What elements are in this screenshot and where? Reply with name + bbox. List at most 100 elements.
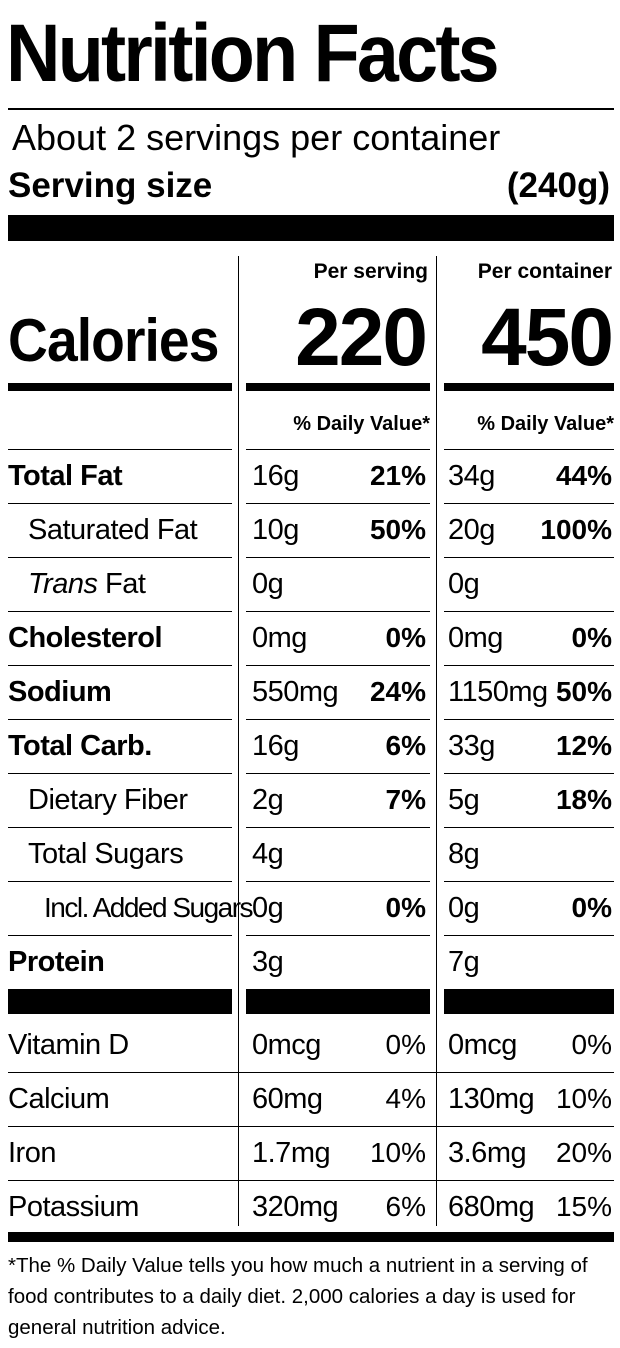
serving-amount: 0g bbox=[252, 568, 284, 600]
calories-label: Calories bbox=[8, 307, 219, 374]
container-daily-value: 100% bbox=[540, 514, 612, 545]
serving-amount: 550mg bbox=[252, 676, 339, 708]
calories-per-serving: 220 bbox=[295, 292, 428, 383]
nutrient-row-5-rule-label bbox=[8, 773, 232, 774]
container-amount: 7g bbox=[448, 946, 480, 978]
vitamin-label: Potassium bbox=[8, 1191, 139, 1223]
vitamin-label: Calcium bbox=[8, 1083, 110, 1115]
serving-daily-value: 7% bbox=[385, 784, 426, 815]
container-daily-value: 20% bbox=[555, 1137, 612, 1168]
vitamin-label: Iron bbox=[8, 1137, 56, 1169]
nutrient-label-rest: Fat bbox=[97, 568, 146, 600]
nutrient-row-3-rule-serving bbox=[246, 665, 430, 666]
nutrient-header-rule-serving bbox=[246, 449, 430, 450]
serving-amount: 16g bbox=[252, 730, 299, 762]
nutrient-row-7-rule-label bbox=[8, 881, 232, 882]
serving-daily-value: 0% bbox=[385, 622, 426, 653]
calories-bar-label bbox=[8, 383, 232, 391]
container-amount: 34g bbox=[448, 460, 495, 492]
serving-amount: 3g bbox=[252, 946, 284, 978]
serving-amount: 1.7mg bbox=[252, 1137, 331, 1169]
serving-daily-value: 0% bbox=[385, 892, 426, 923]
thick-bar-vitamins-serving bbox=[246, 989, 430, 1014]
nutrient-row-0-rule-serving bbox=[246, 503, 430, 504]
container-amount: 5g bbox=[448, 784, 480, 816]
nutrient-label: Trans Fat bbox=[28, 567, 146, 601]
serving-amount: 16g bbox=[252, 460, 299, 492]
container-amount: 0mcg bbox=[448, 1029, 517, 1061]
daily-value-footnote: *The % Daily Value tells you how much a … bbox=[8, 1254, 588, 1339]
serving-amount: 10g bbox=[252, 514, 299, 546]
nutrient-label: Total Fat bbox=[8, 460, 123, 492]
nutrient-label: Saturated Fat bbox=[28, 514, 198, 546]
serving-amount: 0mcg bbox=[252, 1029, 321, 1061]
container-daily-value: 12% bbox=[555, 730, 612, 761]
nutrient-row-1-rule-container bbox=[444, 557, 614, 558]
nutrient-row-5-rule-serving bbox=[246, 773, 430, 774]
container-daily-value: 10% bbox=[555, 1083, 612, 1114]
nutrient-row-1-rule-serving bbox=[246, 557, 430, 558]
nutrient-row-4-rule-container bbox=[444, 719, 614, 720]
serving-amount: 0mg bbox=[252, 622, 307, 654]
nutrient-label: Total Carb. bbox=[8, 730, 152, 762]
calories-bar-container bbox=[444, 383, 614, 391]
serving-size-label: Serving size bbox=[8, 166, 213, 205]
serving-size-value: (240g) bbox=[506, 166, 610, 205]
serving-daily-value: 4% bbox=[385, 1083, 426, 1114]
thick-bar-top bbox=[8, 215, 614, 241]
nutrient-label: Cholesterol bbox=[8, 622, 163, 654]
nutrient-label: Dietary Fiber bbox=[28, 784, 188, 816]
nutrient-label: Protein bbox=[8, 946, 105, 978]
nutrient-row-5-rule-container bbox=[444, 773, 614, 774]
nutrient-row-6-rule-label bbox=[8, 827, 232, 828]
container-amount: 1150mg bbox=[448, 676, 548, 708]
thick-bar-vitamins-label bbox=[8, 989, 232, 1014]
nutrient-label: Sodium bbox=[8, 676, 112, 708]
daily-value-header-serving: % Daily Value* bbox=[293, 413, 430, 435]
nutrient-row-4-rule-label bbox=[8, 719, 232, 720]
daily-value-header-container: % Daily Value* bbox=[477, 413, 614, 435]
nutrient-row-8-rule-serving bbox=[246, 935, 430, 936]
nutrient-row-7-rule-serving bbox=[246, 881, 430, 882]
per-container-header: Per container bbox=[477, 260, 612, 283]
container-amount: 0mg bbox=[448, 622, 503, 654]
serving-amount: 4g bbox=[252, 838, 284, 870]
serving-amount: 2g bbox=[252, 784, 284, 816]
calories-bar-serving bbox=[246, 383, 430, 391]
thick-bar-vitamins-container bbox=[444, 989, 614, 1014]
container-daily-value: 44% bbox=[555, 460, 612, 491]
column-divider-left bbox=[238, 256, 239, 1226]
nutrient-row-3-rule-label bbox=[8, 665, 232, 666]
nutrient-row-0-rule-label bbox=[8, 503, 232, 504]
vitamin-row-rule bbox=[8, 1126, 614, 1127]
nutrient-row-3-rule-container bbox=[444, 665, 614, 666]
container-amount: 3.6mg bbox=[448, 1137, 527, 1169]
per-serving-header: Per serving bbox=[313, 260, 428, 283]
nutrient-row-1-rule-label bbox=[8, 557, 232, 558]
nutrient-row-8-rule-container bbox=[444, 935, 614, 936]
container-daily-value: 0% bbox=[571, 622, 612, 653]
nutrient-row-6-rule-serving bbox=[246, 827, 430, 828]
label-title: Nutrition Facts bbox=[6, 8, 500, 99]
vitamin-label: Vitamin D bbox=[8, 1029, 129, 1061]
column-divider-right bbox=[436, 256, 437, 1226]
nutrient-row-4-rule-serving bbox=[246, 719, 430, 720]
container-amount: 20g bbox=[448, 514, 495, 546]
vitamin-row-rule bbox=[8, 1072, 614, 1073]
container-daily-value: 0% bbox=[571, 892, 612, 923]
container-amount: 33g bbox=[448, 730, 495, 762]
nutrient-row-2-rule-label bbox=[8, 611, 232, 612]
vitamin-row-rule bbox=[8, 1180, 614, 1181]
nutrient-row-7-rule-container bbox=[444, 881, 614, 882]
container-amount: 130mg bbox=[448, 1083, 535, 1115]
serving-daily-value: 6% bbox=[385, 1191, 426, 1222]
serving-daily-value: 0% bbox=[385, 1029, 426, 1060]
container-amount: 680mg bbox=[448, 1191, 535, 1223]
title-divider bbox=[8, 108, 614, 110]
nutrient-header-rule-label bbox=[8, 449, 232, 450]
container-amount: 0g bbox=[448, 892, 480, 924]
container-daily-value: 0% bbox=[571, 1029, 612, 1060]
serving-daily-value: 10% bbox=[369, 1137, 426, 1168]
nutrient-label-italic: Trans bbox=[28, 568, 98, 600]
serving-amount: 0g bbox=[252, 892, 284, 924]
